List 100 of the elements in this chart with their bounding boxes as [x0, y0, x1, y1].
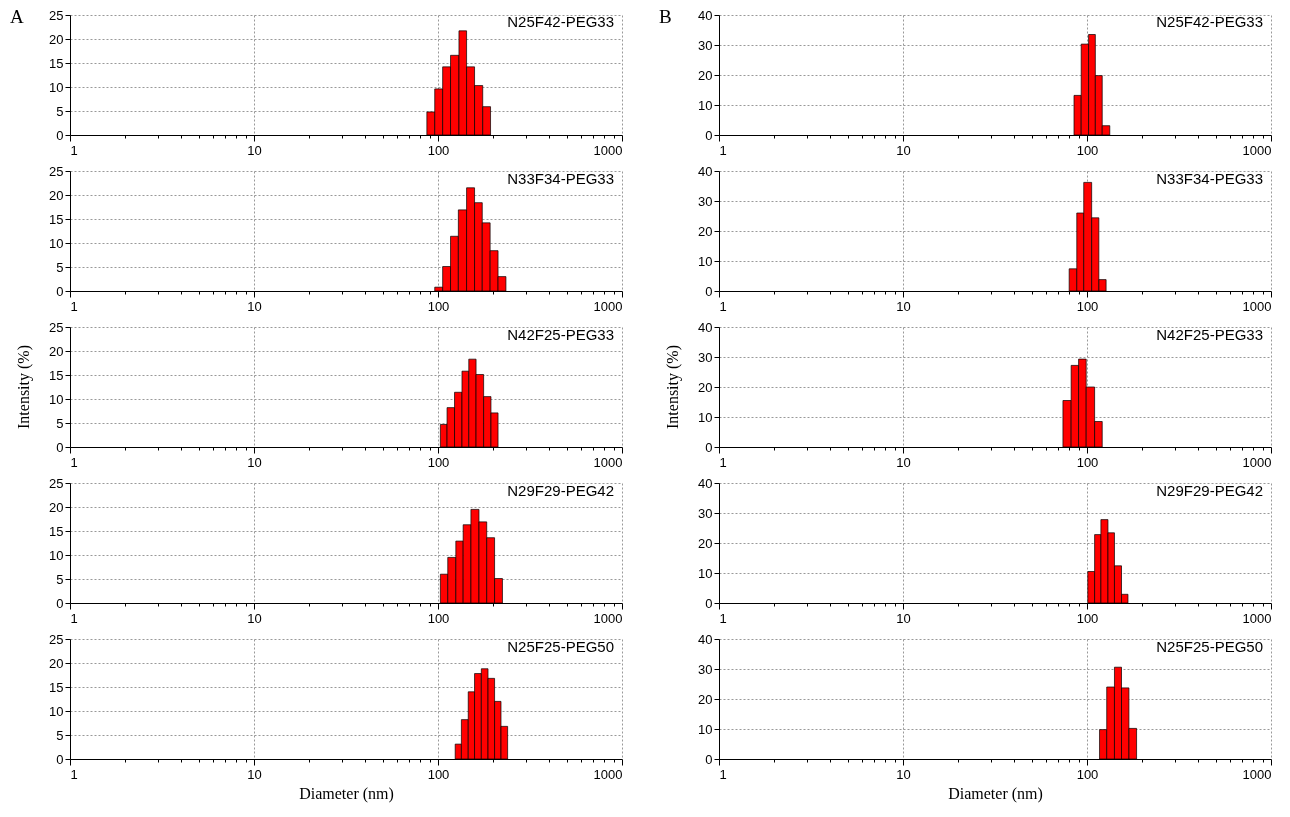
chart-title: N25F42-PEG33 — [507, 13, 614, 30]
chart-title: N25F25-PEG50 — [507, 638, 614, 655]
x-axis-title: Diameter (nm) — [299, 784, 394, 803]
y-tick-label: 0 — [56, 595, 64, 611]
y-tick-label: 15 — [49, 55, 64, 71]
x-tick-label: 1 — [70, 298, 78, 314]
y-tick-label: 25 — [49, 7, 64, 23]
y-tick-label: 0 — [56, 283, 64, 299]
x-tick-label: 1 — [719, 142, 727, 158]
y-tick-label: 20 — [698, 223, 713, 239]
x-tick-label: 10 — [896, 142, 911, 158]
y-tick-label: 20 — [49, 499, 64, 515]
x-tick-label: 100 — [427, 298, 450, 314]
y-tick-label: 30 — [698, 505, 713, 521]
x-tick-label: 1000 — [593, 610, 623, 626]
y-tick-label: 20 — [49, 655, 64, 671]
x-tick-label: 100 — [1076, 766, 1099, 782]
y-tick-label: 0 — [56, 439, 64, 455]
y-tick-label: 25 — [49, 631, 64, 647]
x-tick-label: 1 — [719, 766, 727, 782]
x-tick-label: 10 — [896, 766, 911, 782]
chart-title: N42F25-PEG33 — [1156, 326, 1263, 343]
x-tick-label: 10 — [247, 610, 262, 626]
x-tick-label: 100 — [1076, 298, 1099, 314]
x-tick-label: 1 — [70, 610, 78, 626]
y-tick-label: 0 — [705, 127, 713, 143]
y-tick-label: 20 — [698, 379, 713, 395]
y-tick-label: 40 — [698, 163, 713, 179]
x-tick-label: 1000 — [593, 142, 623, 158]
y-tick-label: 0 — [56, 127, 64, 143]
y-tick-label: 25 — [49, 475, 64, 491]
x-tick-label: 10 — [896, 610, 911, 626]
y-tick-label: 40 — [698, 631, 713, 647]
y-tick-label: 30 — [698, 37, 713, 53]
x-tick-label: 1000 — [1242, 610, 1272, 626]
y-tick-label: 15 — [49, 211, 64, 227]
y-tick-label: 15 — [49, 367, 64, 383]
y-tick-label: 20 — [698, 535, 713, 551]
x-tick-label: 1000 — [1242, 766, 1272, 782]
y-tick-label: 20 — [49, 31, 64, 47]
y-tick-label: 0 — [705, 595, 713, 611]
chart-title: N29F29-PEG42 — [1156, 482, 1263, 499]
chart-title: N42F25-PEG33 — [507, 326, 614, 343]
y-tick-label: 10 — [49, 703, 64, 719]
x-tick-label: 10 — [247, 298, 262, 314]
y-tick-label: 40 — [698, 7, 713, 23]
x-tick-label: 1 — [70, 454, 78, 470]
x-tick-label: 10 — [247, 766, 262, 782]
y-tick-label: 15 — [49, 679, 64, 695]
y-tick-label: 15 — [49, 523, 64, 539]
chart-title: N33F34-PEG33 — [507, 170, 614, 187]
y-tick-label: 10 — [49, 235, 64, 251]
chart-title: N25F42-PEG33 — [1156, 13, 1263, 30]
x-tick-label: 1000 — [593, 454, 623, 470]
y-tick-label: 5 — [56, 727, 64, 743]
x-tick-label: 100 — [427, 454, 450, 470]
x-tick-label: 10 — [247, 142, 262, 158]
y-tick-label: 10 — [698, 409, 713, 425]
y-axis-title: Intensity (%) — [15, 345, 33, 429]
x-tick-label: 100 — [427, 142, 450, 158]
y-tick-label: 10 — [49, 547, 64, 563]
y-tick-label: 30 — [698, 193, 713, 209]
x-tick-label: 1000 — [1242, 454, 1272, 470]
chart-title: N29F29-PEG42 — [507, 482, 614, 499]
x-tick-label: 1 — [719, 298, 727, 314]
y-tick-label: 10 — [698, 721, 713, 737]
x-tick-label: 100 — [427, 766, 450, 782]
y-tick-label: 0 — [56, 751, 64, 767]
x-tick-label: 100 — [1076, 142, 1099, 158]
x-tick-label: 1 — [70, 142, 78, 158]
y-tick-label: 0 — [705, 439, 713, 455]
x-tick-label: 1000 — [1242, 142, 1272, 158]
y-tick-label: 10 — [698, 97, 713, 113]
y-tick-label: 40 — [698, 475, 713, 491]
y-tick-label: 5 — [56, 571, 64, 587]
chart-title: N25F25-PEG50 — [1156, 638, 1263, 655]
y-tick-label: 20 — [49, 343, 64, 359]
y-tick-label: 5 — [56, 103, 64, 119]
x-tick-label: 1 — [719, 454, 727, 470]
y-tick-label: 5 — [56, 415, 64, 431]
x-tick-label: 10 — [896, 454, 911, 470]
y-tick-label: 0 — [705, 283, 713, 299]
y-tick-label: 25 — [49, 319, 64, 335]
y-tick-label: 25 — [49, 163, 64, 179]
y-axis-title: Intensity (%) — [664, 345, 682, 429]
x-axis-title: Diameter (nm) — [948, 784, 1043, 803]
x-tick-label: 100 — [427, 610, 450, 626]
chart-title: N33F34-PEG33 — [1156, 170, 1263, 187]
y-tick-label: 0 — [705, 751, 713, 767]
y-tick-label: 20 — [49, 187, 64, 203]
y-tick-label: 30 — [698, 661, 713, 677]
y-tick-label: 5 — [56, 259, 64, 275]
y-tick-label: 40 — [698, 319, 713, 335]
y-tick-label: 10 — [49, 79, 64, 95]
x-tick-label: 1 — [719, 610, 727, 626]
x-tick-label: 10 — [896, 298, 911, 314]
y-tick-label: 10 — [49, 391, 64, 407]
x-tick-label: 10 — [247, 454, 262, 470]
y-tick-label: 30 — [698, 349, 713, 365]
y-tick-label: 10 — [698, 565, 713, 581]
